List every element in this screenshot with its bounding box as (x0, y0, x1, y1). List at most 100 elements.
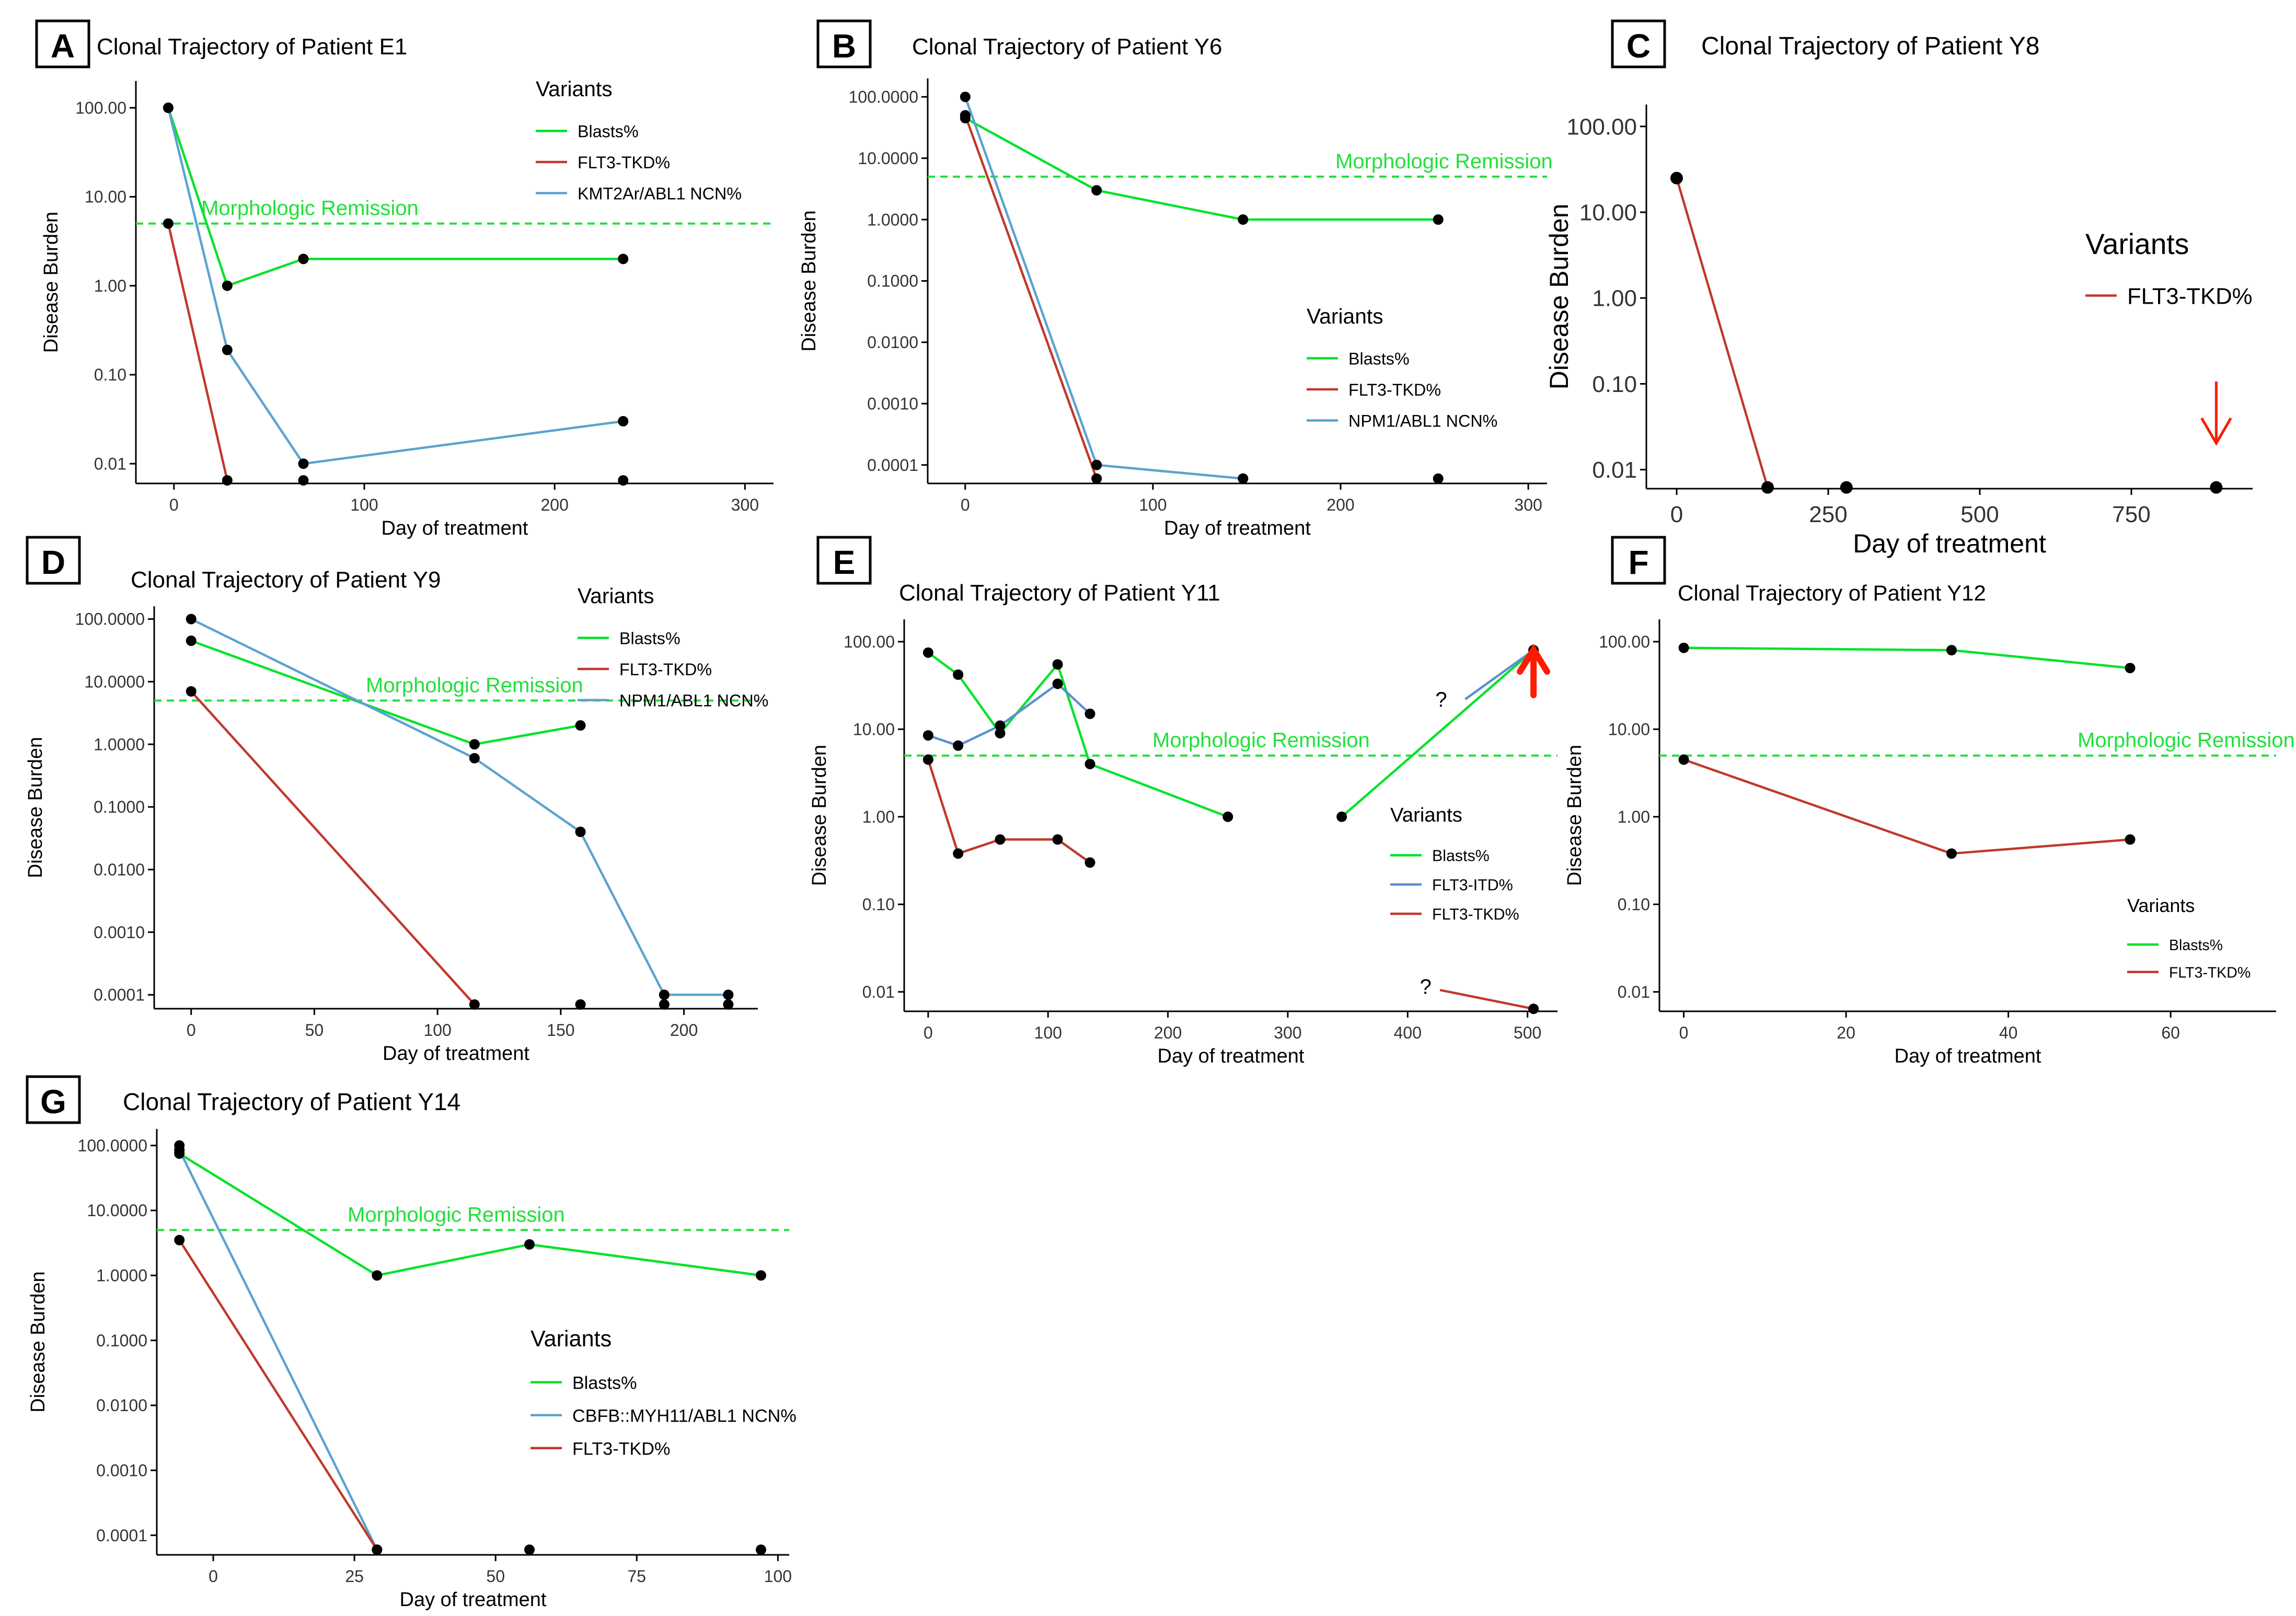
unknown-marker: ? (1435, 688, 1447, 711)
legend-label: FLT3-TKD% (578, 153, 670, 172)
y-axis-label: Disease Burden (809, 745, 830, 886)
series-line-flt3_tkd (964, 114, 1098, 479)
data-point (2210, 481, 2223, 494)
data-point (298, 475, 309, 486)
data-point (618, 475, 629, 486)
y-tick-label: 10.00 (1579, 200, 1637, 225)
panel-a: A Clonal Trajectory of Patient E1 100.00 10… (35, 19, 774, 539)
y-tick-label: 0.0010 (94, 923, 145, 942)
legend-label: Blasts% (572, 1373, 637, 1393)
panel-g: G Clonal Trajectory of Patient Y14 100.000… (26, 1075, 797, 1611)
y-tick-label: 0.10 (94, 365, 126, 384)
legend-title: Variants (1307, 304, 1383, 328)
y-tick-label: 0.0001 (867, 456, 918, 475)
series-line-flt3_tkd (178, 1239, 378, 1551)
data-point (163, 102, 174, 113)
x-tick-label: 750 (2112, 502, 2150, 527)
panel-c: C Clonal Trajectory of Patient Y8 100.00 10… (1544, 19, 2253, 558)
data-point (618, 253, 629, 264)
data-point (298, 253, 309, 264)
x-tick-label: 100 (1139, 495, 1167, 514)
y-tick-label: 0.1000 (867, 272, 918, 291)
panel-badge-box (1611, 19, 1666, 68)
legend-title: Variants (578, 584, 654, 608)
data-point (222, 280, 233, 291)
data-point (575, 720, 586, 731)
legend-label: FLT3-TKD% (619, 660, 712, 679)
panel-badge-label: C (1626, 27, 1651, 65)
x-tick-label: 100 (423, 1021, 451, 1040)
x-tick-label: 60 (2161, 1023, 2180, 1042)
legend-label: NPM1/ABL1 NCN% (1348, 411, 1497, 430)
series-line-flt3_tkd (1675, 178, 1769, 488)
y-tick-label: 1.0000 (94, 735, 145, 754)
data-point (186, 686, 197, 697)
y-tick-label: 0.10 (1592, 372, 1637, 397)
data-point (1238, 214, 1249, 225)
x-tick-label: 200 (670, 1021, 698, 1040)
x-tick-label: 0 (1679, 1023, 1689, 1042)
x-tick-label: 200 (1326, 495, 1354, 514)
y-tick-label: 0.01 (1618, 983, 1650, 1001)
relapse-arrow-down (2200, 382, 2232, 446)
remission-label: Morphologic Remission (201, 197, 419, 220)
chart-title: Clonal Trajectory of Patient Y14 (123, 1088, 460, 1115)
y-tick-label: 0.0100 (96, 1396, 147, 1415)
data-point (1433, 473, 1444, 484)
x-tick-label: 500 (1514, 1023, 1541, 1042)
data-point (1946, 848, 1957, 859)
panel-badge-box (26, 1075, 81, 1124)
x-tick-label: 200 (1154, 1023, 1182, 1042)
data-point (1084, 857, 1095, 868)
panel-badge-label: A (51, 27, 75, 65)
data-point (755, 1544, 766, 1555)
data-point (524, 1239, 535, 1250)
data-point (995, 834, 1006, 845)
panel-badge-box (35, 19, 90, 68)
panel-badge-label: B (832, 27, 856, 65)
y-tick-label: 0.01 (94, 454, 126, 473)
chart-title: Clonal Trajectory of Patient E1 (97, 34, 407, 60)
y-tick-label: 0.10 (1618, 895, 1650, 914)
y-tick-label: 0.01 (862, 983, 895, 1001)
legend-label: FLT3-ITD% (1432, 876, 1513, 894)
y-tick-label: 1.00 (1618, 807, 1650, 826)
data-point (524, 1544, 535, 1555)
data-point (372, 1544, 383, 1555)
data-point (659, 989, 670, 1000)
data-point (995, 720, 1006, 731)
y-tick-label: 0.0001 (94, 986, 145, 1005)
remission-label: Morphologic Remission (348, 1203, 565, 1226)
data-point (960, 110, 971, 121)
data-point (1091, 473, 1102, 484)
panel-d: D Clonal Trajectory of Patient Y9 100.0000… (25, 536, 768, 1065)
data-point (1433, 214, 1444, 225)
data-point (1840, 481, 1853, 494)
y-tick-label: 0.01 (1592, 457, 1637, 483)
x-tick-label: 300 (1514, 495, 1542, 514)
legend-label: FLT3-TKD% (572, 1439, 670, 1459)
chart-title: Clonal Trajectory of Patient Y8 (1701, 32, 2039, 60)
data-point (186, 614, 197, 625)
y-tick-label: 1.00 (94, 276, 126, 295)
y-axis-label: Disease Burden (27, 1271, 49, 1412)
panel-badge-box (816, 19, 872, 68)
x-tick-label: 300 (1274, 1023, 1301, 1042)
y-tick-label: 100.00 (1599, 632, 1650, 651)
x-tick-label: 150 (547, 1021, 574, 1040)
panel-b: B Clonal Trajectory of Patient Y6 100.0000… (798, 19, 1553, 539)
legend-label: Blasts% (619, 629, 680, 648)
x-tick-label: 75 (628, 1567, 647, 1586)
data-point (1946, 644, 1957, 655)
data-point (469, 739, 480, 750)
data-point (372, 1270, 383, 1281)
y-tick-label: 100.00 (1566, 114, 1637, 140)
series-line-flt3_tkd (1439, 989, 1534, 1010)
x-tick-label: 500 (1960, 502, 1999, 527)
legend-title: Variants (1390, 804, 1462, 826)
series-line-flt3_tkd (167, 223, 228, 481)
panel-f: F Clonal Trajectory of Patient Y12 100.00 1… (1564, 536, 2295, 1067)
x-tick-label: 0 (924, 1023, 933, 1042)
panel-badge-box (816, 536, 872, 585)
x-tick-label: 250 (1809, 502, 1847, 527)
